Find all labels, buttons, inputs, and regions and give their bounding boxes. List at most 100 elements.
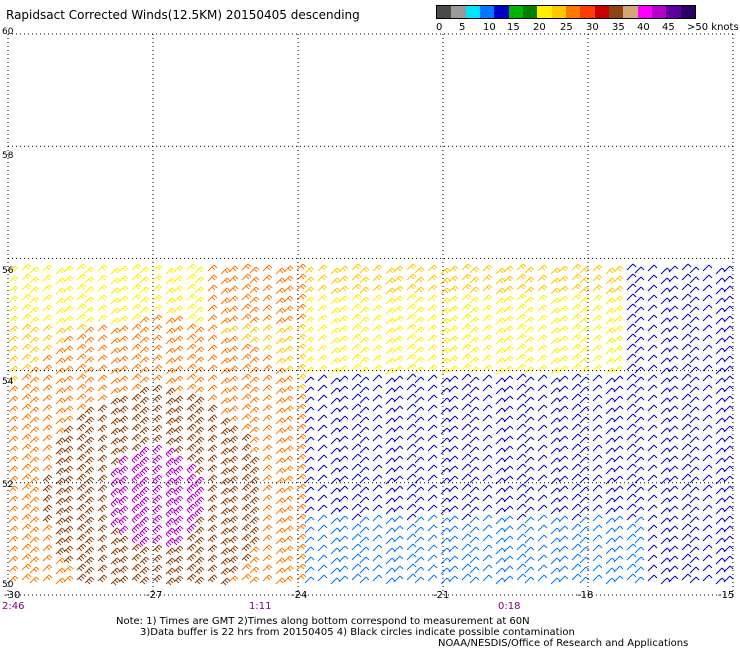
wind-barb <box>262 444 273 452</box>
wind-barb <box>626 483 637 491</box>
wind-barb <box>42 304 53 312</box>
wind-barb <box>605 407 616 415</box>
wind-barb <box>579 506 590 514</box>
wind-barb <box>495 547 506 555</box>
wind-barb <box>482 504 493 512</box>
wind-barb <box>76 373 87 381</box>
wind-barb <box>537 344 548 352</box>
wind-barb <box>427 334 438 342</box>
wind-barb <box>414 276 425 284</box>
wind-barb <box>393 275 404 283</box>
wind-barb <box>503 515 514 523</box>
wind-barb <box>668 395 679 403</box>
wind-barb <box>152 364 163 372</box>
wind-barb <box>634 486 645 494</box>
wind-barb <box>283 565 294 573</box>
wind-barb <box>296 483 307 491</box>
wind-barb <box>228 315 239 323</box>
wind-barb <box>723 485 734 493</box>
wind-barb <box>97 374 108 382</box>
wind-barb <box>414 296 425 304</box>
wind-barb <box>84 406 95 415</box>
wind-barb <box>110 267 121 275</box>
wind-barb <box>689 396 700 404</box>
lon-label-minus-18: -18 <box>577 590 594 601</box>
wind-barb <box>406 493 417 501</box>
wind-barb <box>42 474 53 483</box>
wind-barb <box>304 456 315 464</box>
wind-barb <box>681 313 692 321</box>
wind-barb <box>550 507 561 515</box>
wind-barb <box>29 276 40 284</box>
wind-barb <box>207 394 218 402</box>
wind-barb <box>558 305 569 313</box>
wind-barb <box>8 365 19 373</box>
wind-barb <box>262 574 273 582</box>
wind-barb <box>42 544 53 552</box>
wind-barb <box>702 514 713 522</box>
wind-barb <box>241 273 252 281</box>
wind-barb <box>537 434 548 442</box>
wind-barb <box>173 565 184 574</box>
wind-barb <box>76 483 87 492</box>
wind-barb <box>503 565 514 573</box>
wind-barb <box>372 344 383 352</box>
wind-barb <box>448 435 459 443</box>
wind-barb <box>139 346 150 354</box>
wind-barb <box>550 497 561 505</box>
wind-barb <box>448 315 459 323</box>
wind-barb <box>634 436 645 444</box>
wind-barb <box>702 524 713 532</box>
wind-barb <box>605 387 616 395</box>
wind-barb <box>262 364 273 372</box>
wind-barb <box>715 337 726 345</box>
wind-barb <box>592 334 603 342</box>
wind-barb <box>550 547 561 555</box>
wind-barb <box>461 423 472 431</box>
wind-barb <box>550 387 561 395</box>
wind-barb <box>723 555 734 563</box>
wind-barb <box>296 363 307 371</box>
wind-barb <box>689 266 700 274</box>
wind-barb <box>262 504 273 512</box>
wind-barb <box>647 344 658 352</box>
wind-barb <box>330 567 341 575</box>
wind-barb <box>393 505 404 513</box>
wind-barb <box>723 525 734 533</box>
wind-barb <box>469 286 480 294</box>
wind-barb <box>592 534 603 542</box>
wind-barb <box>605 557 616 565</box>
wind-barb <box>715 527 726 535</box>
wind-barb <box>338 285 349 293</box>
wind-barb <box>427 414 438 422</box>
wind-barb <box>723 315 734 323</box>
wind-barb <box>84 576 95 585</box>
wind-barb <box>613 365 624 373</box>
wind-barb <box>194 566 205 575</box>
wind-barb <box>351 463 362 471</box>
wind-barb <box>220 427 231 436</box>
wind-barb <box>571 493 582 501</box>
wind-barb <box>550 577 561 585</box>
wind-barb <box>84 526 95 535</box>
wind-barb <box>385 487 396 495</box>
wind-barb <box>228 575 239 583</box>
wind-barb <box>8 495 19 503</box>
wind-barb <box>8 465 19 473</box>
wind-barb <box>42 414 53 422</box>
wind-barb <box>613 515 624 523</box>
wind-barb <box>42 264 53 272</box>
legend-label-25: 25 <box>560 22 573 33</box>
wind-barb <box>427 454 438 462</box>
wind-barb <box>406 323 417 331</box>
wind-barb <box>469 536 480 544</box>
wind-barb <box>304 346 315 354</box>
wind-barb <box>241 523 252 532</box>
wind-barb <box>634 306 645 314</box>
wind-barb <box>152 574 163 583</box>
wind-barb <box>689 576 700 584</box>
wind-barb <box>63 485 74 494</box>
wind-barb <box>29 306 40 314</box>
wind-barb <box>605 507 616 515</box>
wind-barb <box>647 394 658 402</box>
